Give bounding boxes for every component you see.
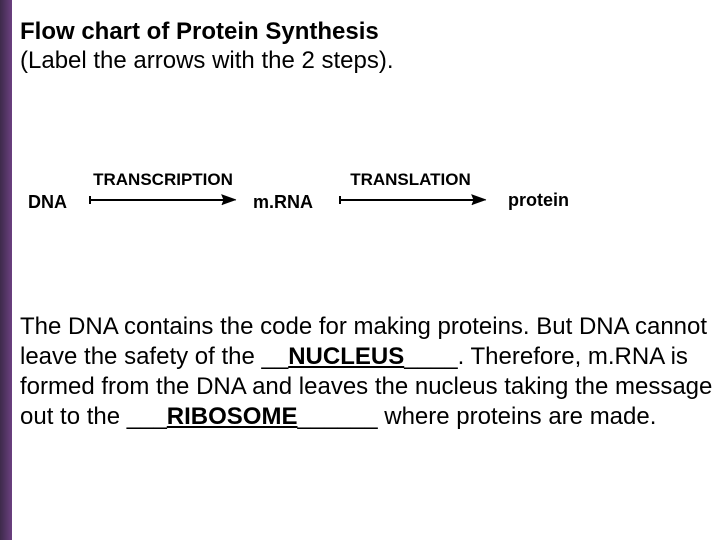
blank-nucleus: NUCLEUS [288,343,404,370]
left-accent-bar [0,0,12,540]
header-block: Flow chart of Protein Synthesis (Label t… [20,18,710,76]
blank-underline-suffix: ______ [297,403,377,430]
blank-ribosome: RIBOSOME [167,403,298,430]
flow-node-mrna: m.RNA [253,192,313,213]
arrow-icon [338,192,488,208]
flow-label-transcription: TRANSCRIPTION [88,170,238,190]
blank-underline-prefix: __ [262,343,289,370]
page-subtitle: (Label the arrows with the 2 steps). [20,47,710,76]
paragraph-text: where proteins are made. [378,403,657,430]
page-title: Flow chart of Protein Synthesis [20,18,710,47]
flow-label-translation: TRANSLATION [338,170,483,190]
arrow-icon [88,192,238,208]
body-paragraph: The DNA contains the code for making pro… [20,312,715,432]
flow-node-dna: DNA [28,192,67,213]
flow-chart: DNA TRANSCRIPTION m.RNA TRANSLATION prot… [28,170,708,230]
flow-node-protein: protein [508,190,569,211]
blank-underline-suffix: ____ [404,343,457,370]
